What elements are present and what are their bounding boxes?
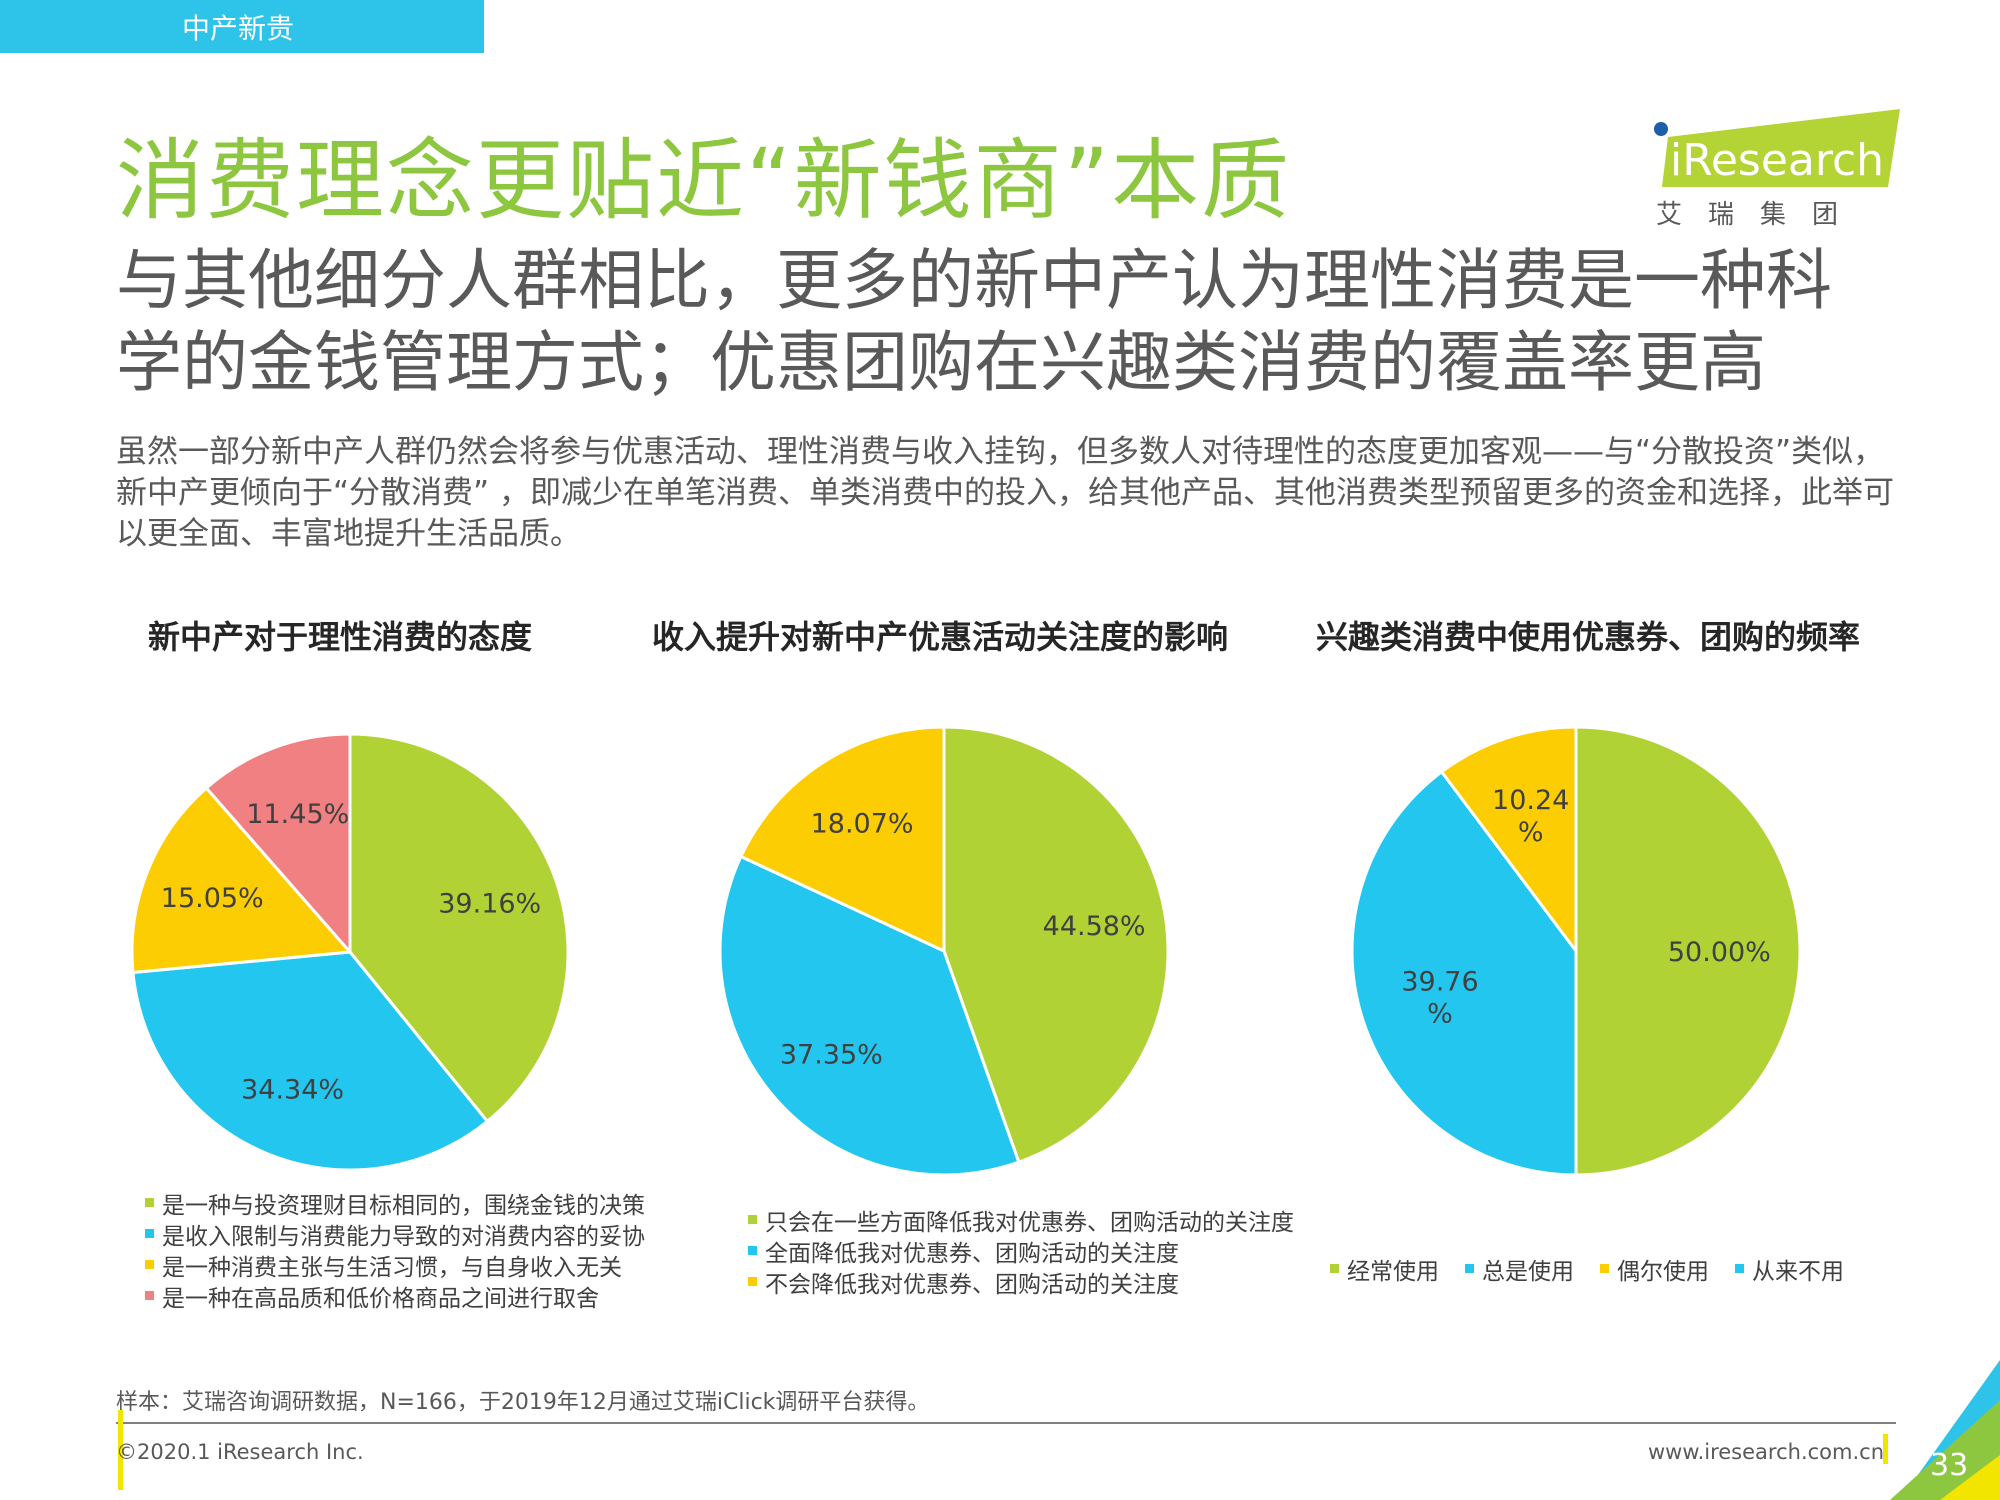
pie-data-label: 44.58% [1043,911,1146,942]
legend-marker [145,1198,154,1207]
pie-slice [738,725,946,954]
pie-chart-3: 50.00% 39.76 % 10.24% [1350,725,1802,1177]
legend-label: 全面降低我对优惠券、团购活动的关注度 [765,1240,1179,1267]
legend-item: 不会降低我对优惠券、团购活动的关注度 [748,1266,1294,1298]
pie-slice [204,732,352,956]
logo-subtitle-text: 艾 瑞 集 团 [1656,200,1838,230]
copyright-text: ©2020.1 iResearch Inc. [116,1440,364,1464]
pie-data-label: 18.07% [811,809,914,840]
legend-item: 经常使用 [1330,1253,1439,1285]
chart-title-2: 收入提升对新中产优惠活动关注度的影响 [652,618,1229,656]
legend-marker [1600,1264,1609,1273]
legend-label: 是一种在高品质和低价格商品之间进行取舍 [162,1285,599,1312]
legend-item: 只会在一些方面降低我对优惠券、团购活动的关注度 [748,1204,1294,1236]
source-note: 样本：艾瑞咨询调研数据，N=166，于2019年12月通过艾瑞iClick调研平… [116,1390,930,1415]
legend-label: 总是使用 [1482,1258,1574,1285]
footer-divider [116,1422,1896,1424]
corner-green-triangle [1890,1400,2000,1500]
legend-label: 不会降低我对优惠券、团购活动的关注度 [765,1271,1179,1298]
legend-item: 是一种消费主张与生活习惯，与自身收入无关 [145,1249,645,1281]
legend-marker [1465,1264,1474,1273]
section-tab: 中产新贵 [0,0,484,53]
pie-data-label: 39.16% [438,888,541,919]
footer-accent-left [118,1410,123,1490]
legend-marker [748,1277,757,1286]
page-subtitle: 与其他细分人群相比，更多的新中产认为理性消费是一种科学的金钱管理方式；优惠团购在… [116,242,1832,401]
legend-1: 是一种与投资理财目标相同的，围绕金钱的决策 是收入限制与消费能力导致的对消费内容的… [145,1187,645,1312]
website-link[interactable]: www.iresearch.com.cn [1647,1440,1884,1464]
legend-marker [1330,1264,1339,1273]
pie-chart-1: 39.16% 34.34% 15.05% 11.45% [130,732,570,1172]
logo-dot [1654,122,1668,136]
legend-label: 经常使用 [1347,1258,1439,1285]
pie-data-label: 15.05% [161,883,264,914]
footer-accent-right [1883,1434,1888,1464]
pie-data-label: 37.35% [780,1039,883,1070]
pie-slice [131,950,490,1172]
legend-item: 总是使用 [1465,1253,1574,1285]
legend-label: 偶尔使用 [1617,1258,1709,1285]
legend-item: 全面降低我对优惠券、团购活动的关注度 [748,1235,1294,1267]
pie-data-label: 50.00% [1668,937,1771,968]
pie-data-label: 10.24% [1492,785,1569,848]
legend-item: 偶尔使用 [1600,1253,1709,1285]
legend-marker [145,1229,154,1238]
pie-slice [942,725,1170,1165]
pie-data-label: 34.34% [241,1075,344,1106]
pie-slice [718,854,1021,1177]
chart-title-3: 兴趣类消费中使用优惠券、团购的频率 [1316,618,1861,656]
pie-chart-2: 44.58% 37.35% 18.07% [718,725,1170,1177]
pie-slice [1574,725,1802,1177]
chart-title-1: 新中产对于理性消费的态度 [148,618,533,656]
legend-label: 是收入限制与消费能力导致的对消费内容的妥协 [162,1223,645,1250]
legend-item: 是收入限制与消费能力导致的对消费内容的妥协 [145,1218,645,1250]
legend-item: 是一种与投资理财目标相同的，围绕金钱的决策 [145,1187,645,1219]
corner-yellow-triangle [1940,1455,2000,1500]
iresearch-logo: iResearch 艾 瑞 集 团 [1654,109,1900,230]
legend-label: 从来不用 [1752,1258,1844,1285]
legend-item: 从来不用 [1735,1253,1844,1285]
logo-brand-text: iResearch [1670,135,1884,186]
legend-marker [1735,1264,1744,1273]
pie-slice [130,785,354,975]
pie-slice [1350,769,1578,1177]
legend-2: 只会在一些方面降低我对优惠券、团购活动的关注度 全面降低我对优惠券、团购活动的关注… [748,1204,1294,1298]
legend-item: 是一种在高品质和低价格商品之间进行取舍 [145,1280,645,1312]
legend-marker [748,1246,757,1255]
pie-data-label: 39.76% [1401,966,1478,1029]
pie-slice [1439,725,1578,956]
legend-marker [145,1260,154,1269]
page-number: 33 [1930,1448,1969,1483]
logo-green-banner [1662,109,1900,187]
page-title: 消费理念更贴近“新钱商”本质 [116,129,1292,232]
legend-label: 是一种消费主张与生活习惯，与自身收入无关 [162,1254,622,1281]
legend-marker [748,1215,757,1224]
legend-marker [145,1291,154,1300]
legend-label: 只会在一些方面降低我对优惠券、团购活动的关注度 [765,1209,1294,1236]
legend-label: 是一种与投资理财目标相同的，围绕金钱的决策 [162,1192,645,1219]
body-paragraph: 虽然一部分新中产人群仍然会将参与优惠活动、理性消费与收入挂钩，但多数人对待理性的… [116,434,1894,552]
legend-3: 经常使用 总是使用 偶尔使用 从来不用 [1330,1253,1844,1285]
pie-data-label: 11.45% [246,799,349,830]
corner-decoration [1890,1360,2000,1500]
pie-slice [348,732,570,1124]
